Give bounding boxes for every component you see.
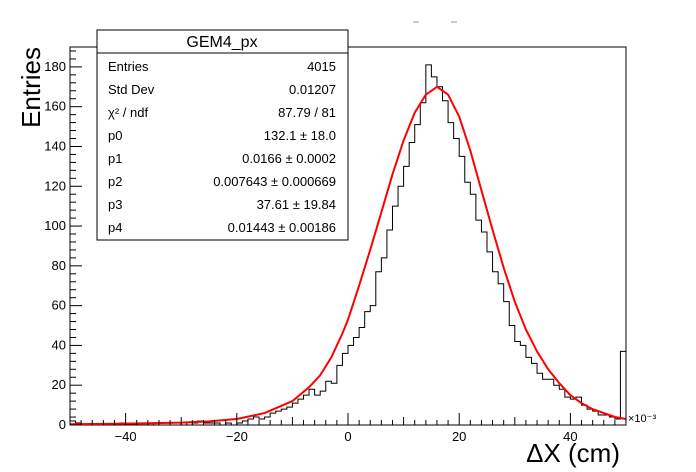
x-tick-label: −40 (115, 429, 137, 444)
y-tick-label: 60 (52, 298, 66, 313)
histogram-layer (69, 64, 627, 426)
y-axis: 0 20 40 60 80 100 120 140 160 180 (44, 50, 82, 432)
x-tick-label: 40 (563, 429, 577, 444)
stats-row-value: 0.0166 ± 0.0002 (242, 151, 336, 166)
stats-row-label: p3 (108, 197, 122, 212)
x-tick-label: −20 (226, 429, 248, 444)
x-axis: −40 −20 0 20 40 (69, 413, 627, 444)
stats-row-label: Entries (108, 59, 149, 74)
stats-row-value: 87.79 / 81 (278, 105, 336, 120)
y-tick-label: 120 (44, 178, 66, 193)
stats-row-value: 0.007643 ± 0.000669 (213, 174, 336, 189)
y-tick-label: 180 (44, 59, 66, 74)
stats-row-label: Std Dev (108, 82, 155, 97)
stats-row-label: χ² / ndf (108, 105, 148, 120)
y-tick-label: 140 (44, 138, 66, 153)
histogram-outline (69, 64, 627, 426)
x-tick-label: 20 (452, 429, 466, 444)
x-axis-title: ΔX (cm) (526, 438, 620, 468)
stats-row-value: 37.61 ± 19.84 (257, 197, 336, 212)
y-tick-label: 20 (52, 377, 66, 392)
stats-row-value: 0.01207 (289, 82, 336, 97)
stats-row-label: p2 (108, 174, 122, 189)
x-tick-label: 0 (344, 429, 351, 444)
y-tick-label: 80 (52, 258, 66, 273)
stats-title: GEM4_px (186, 34, 257, 51)
y-tick-label: 160 (44, 99, 66, 114)
fit-curve (69, 85, 627, 426)
x-exponent-label: ×10⁻³ (628, 413, 656, 425)
stats-row-label: p1 (108, 151, 122, 166)
stats-row-label: p4 (108, 220, 122, 235)
stats-box-frame (96, 29, 349, 241)
y-axis-title: Entries (16, 47, 46, 128)
fit-layer (69, 85, 627, 426)
stats-box: GEM4_px Entries 4015 Std Dev 0.01207 χ² / nd… (96, 29, 349, 241)
stats-row-value: 4015 (307, 59, 336, 74)
y-tick-label: 40 (52, 337, 66, 352)
stats-row-label: p0 (108, 128, 122, 143)
y-tick-label: 100 (44, 218, 66, 233)
stats-row-value: 132.1 ± 18.0 (264, 128, 336, 143)
stats-row-value: 0.01443 ± 0.00186 (228, 220, 336, 235)
y-tick-label: 0 (59, 417, 66, 432)
